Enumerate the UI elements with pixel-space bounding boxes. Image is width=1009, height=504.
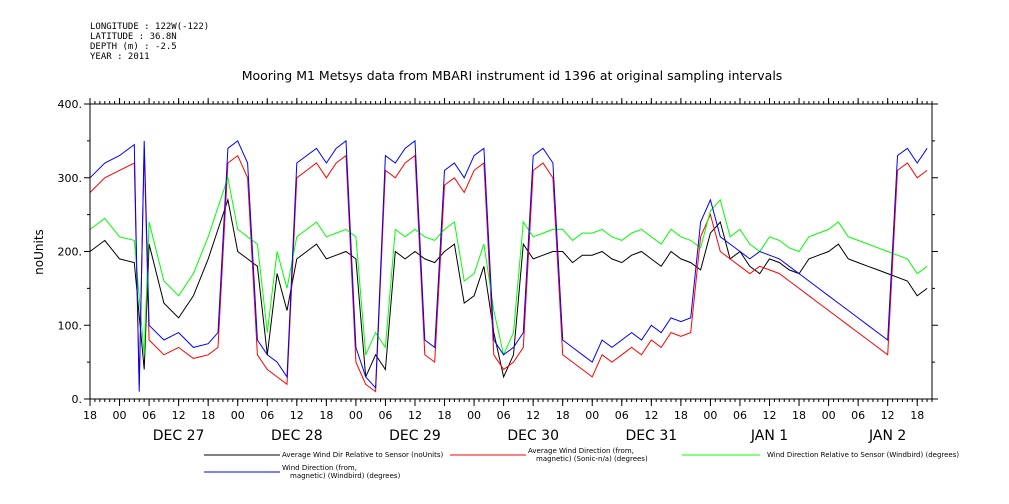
series-line-3 xyxy=(89,139,928,392)
plot-frame xyxy=(89,103,933,400)
x-tick-label: 18 xyxy=(674,409,688,422)
chart-title: Mooring M1 Metsys data from MBARI instru… xyxy=(242,68,783,83)
y-tick-label: 400. xyxy=(58,98,83,111)
x-tick-label: 12 xyxy=(881,409,895,422)
legend-label-0: Average Wind Dir Relative to Sensor (noU… xyxy=(282,451,443,459)
day-label: DEC 29 xyxy=(389,428,441,444)
legend-label-2: Wind Direction Relative to Sensor (Windb… xyxy=(767,451,959,459)
x-tick-label: 12 xyxy=(290,409,304,422)
x-tick-label: 18 xyxy=(438,409,452,422)
x-tick-label: 12 xyxy=(644,409,658,422)
x-tick-label: 00 xyxy=(113,409,127,422)
series-line-2 xyxy=(89,175,928,357)
day-label: DEC 28 xyxy=(271,428,323,444)
metadata-block: LONGITUDE : 122W(-122) LATITUDE : 36.8N … xyxy=(90,22,209,62)
x-tick-label: 12 xyxy=(526,409,540,422)
x-tick-label: 06 xyxy=(615,409,629,422)
day-label: JAN 1 xyxy=(750,428,788,444)
y-tick-label: 300. xyxy=(58,172,83,185)
legend-label-3-line2: magnetic) (Windbird) (degrees) xyxy=(290,472,401,480)
x-tick-label: 18 xyxy=(792,409,806,422)
x-tick-label: 06 xyxy=(142,409,156,422)
x-tick-label: 00 xyxy=(703,409,717,422)
x-tick-label: 06 xyxy=(851,409,865,422)
day-label: DEC 31 xyxy=(625,428,677,444)
plot-lines xyxy=(89,139,928,393)
year-text: YEAR : 2011 xyxy=(90,52,150,62)
axis-ticks: 0. 100. 200. 300. 400. 18 00 06 12 18 00 06 12 18 00 06… xyxy=(58,98,938,444)
x-tick-label: 00 xyxy=(585,409,599,422)
series-line-1 xyxy=(89,148,928,393)
latitude-text: LATITUDE : 36.8N xyxy=(90,32,177,42)
x-tick-label: 18 xyxy=(319,409,333,422)
y-tick-label: 200. xyxy=(58,246,83,259)
day-label: JAN 2 xyxy=(868,428,906,444)
y-tick-label: 100. xyxy=(58,319,83,332)
x-tick-label: 06 xyxy=(378,409,392,422)
day-label: DEC 27 xyxy=(153,428,205,444)
depth-text: DEPTH (m) : -2.5 xyxy=(90,42,177,52)
x-tick-label: 06 xyxy=(733,409,747,422)
x-tick-label: 18 xyxy=(201,409,215,422)
day-label: DEC 30 xyxy=(507,428,559,444)
x-tick-label: 06 xyxy=(260,409,274,422)
x-tick-label: 18 xyxy=(556,409,570,422)
x-tick-label: 12 xyxy=(408,409,422,422)
y-tick-label: 0. xyxy=(72,393,83,406)
legend-label-1: Average Wind Direction (from, xyxy=(528,447,634,455)
x-tick-label: 06 xyxy=(497,409,511,422)
x-tick-label: 00 xyxy=(349,409,363,422)
x-tick-label: 12 xyxy=(763,409,777,422)
legend-label-1-line2: magnetic) (Sonic-n/a) (degrees) xyxy=(536,455,648,463)
x-tick-label: 12 xyxy=(172,409,186,422)
x-tick-label: 18 xyxy=(83,409,97,422)
longitude-text: LONGITUDE : 122W(-122) xyxy=(90,22,210,32)
x-tick-label: 18 xyxy=(910,409,924,422)
x-tick-label: 00 xyxy=(467,409,481,422)
legend: Average Wind Dir Relative to Sensor (noU… xyxy=(204,447,959,480)
legend-label-3: Wind Direction (from, xyxy=(282,464,357,472)
x-tick-label: 00 xyxy=(822,409,836,422)
x-tick-label: 00 xyxy=(231,409,245,422)
y-axis-label: noUnits xyxy=(32,229,46,275)
series-line-0 xyxy=(89,197,928,379)
